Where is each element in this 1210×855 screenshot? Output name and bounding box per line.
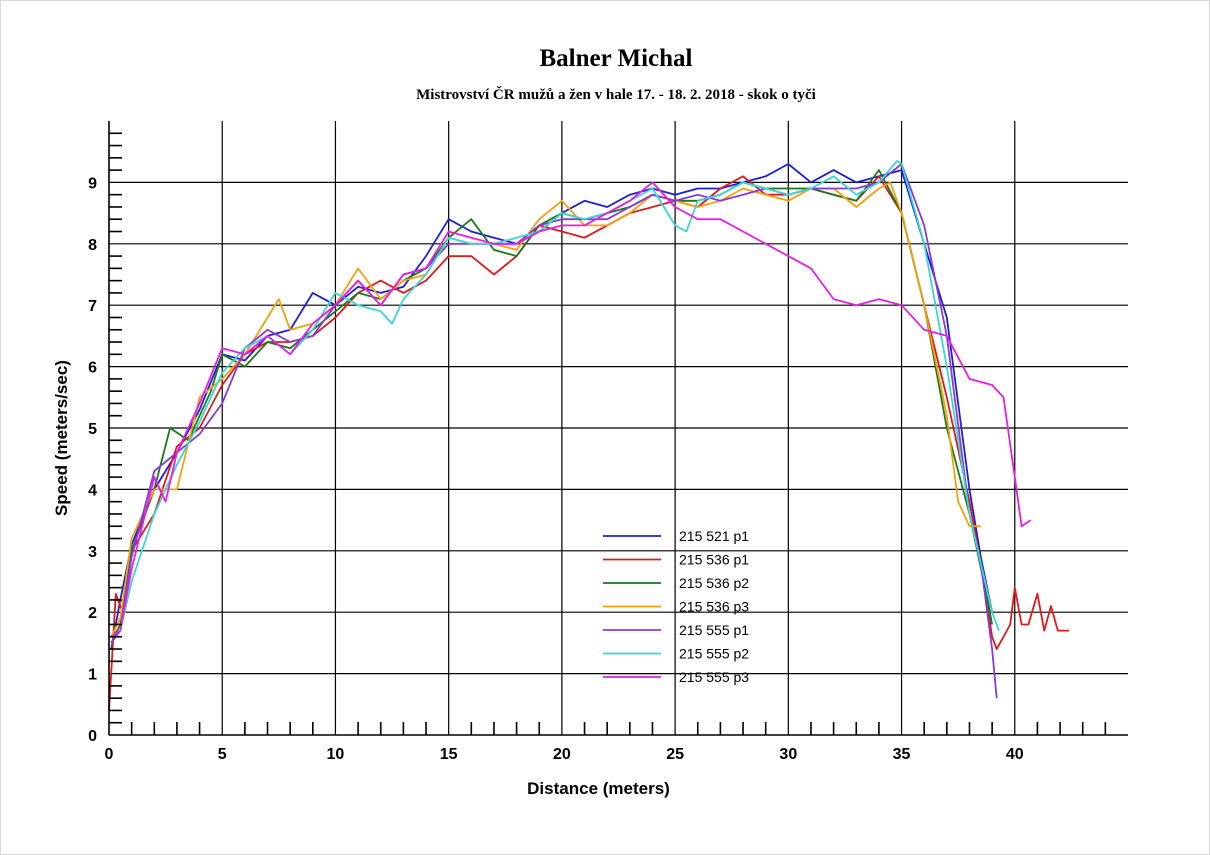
legend-label: 215 536 p1 bbox=[679, 552, 749, 568]
y-tick-label: 7 bbox=[88, 298, 97, 315]
series-line-2 bbox=[108, 175, 1070, 711]
x-tick-label: 0 bbox=[105, 746, 114, 763]
x-tick-label: 5 bbox=[218, 746, 227, 763]
y-tick-label: 0 bbox=[88, 728, 97, 745]
series-line-4 bbox=[110, 181, 981, 638]
y-axis-label: Speed (meters/sec) bbox=[52, 360, 71, 516]
series-line-3 bbox=[110, 169, 993, 644]
series-line-1 bbox=[110, 163, 993, 650]
x-tick-label: 15 bbox=[440, 746, 458, 763]
series-lines bbox=[108, 159, 1070, 711]
legend-label: 215 555 p2 bbox=[679, 646, 749, 662]
x-tick-label: 35 bbox=[893, 746, 911, 763]
x-tick-label: 10 bbox=[327, 746, 345, 763]
chart-title: Balner Michal bbox=[539, 45, 693, 72]
y-tick-label: 8 bbox=[88, 237, 97, 254]
legend-label: 215 555 p3 bbox=[679, 669, 749, 685]
y-tick-label: 3 bbox=[88, 544, 97, 561]
y-tick-label: 9 bbox=[88, 175, 97, 192]
series-line-6 bbox=[110, 159, 1000, 638]
x-tick-label: 20 bbox=[553, 746, 571, 763]
chart-subtitle: Mistrovství ČR mužů a žen v hale 17. - 1… bbox=[416, 87, 816, 103]
y-tick-label: 1 bbox=[88, 667, 97, 684]
axes: 0 5 10 15 20 25 30 35 40 0 1 2 3 4 5 6 7 8 9 bbox=[88, 121, 1128, 763]
legend-label: 215 536 p2 bbox=[679, 575, 749, 591]
x-tick-label: 30 bbox=[779, 746, 797, 763]
legend-label: 215 555 p1 bbox=[679, 622, 749, 638]
y-tick-label: 2 bbox=[88, 605, 97, 622]
legend-label: 215 521 p1 bbox=[679, 528, 749, 544]
x-tick-label: 25 bbox=[666, 746, 684, 763]
x-axis-label: Distance (meters) bbox=[527, 779, 670, 798]
y-tick-label: 4 bbox=[88, 482, 97, 499]
legend-label: 215 536 p3 bbox=[679, 599, 749, 615]
legend: 215 521 p1 215 536 p1 215 536 p2 215 536 p3… bbox=[603, 528, 749, 685]
x-tick-label: 40 bbox=[1006, 746, 1024, 763]
series-line-7 bbox=[110, 181, 1032, 638]
y-tick-label: 6 bbox=[88, 360, 97, 377]
y-tick-label: 5 bbox=[88, 421, 97, 438]
